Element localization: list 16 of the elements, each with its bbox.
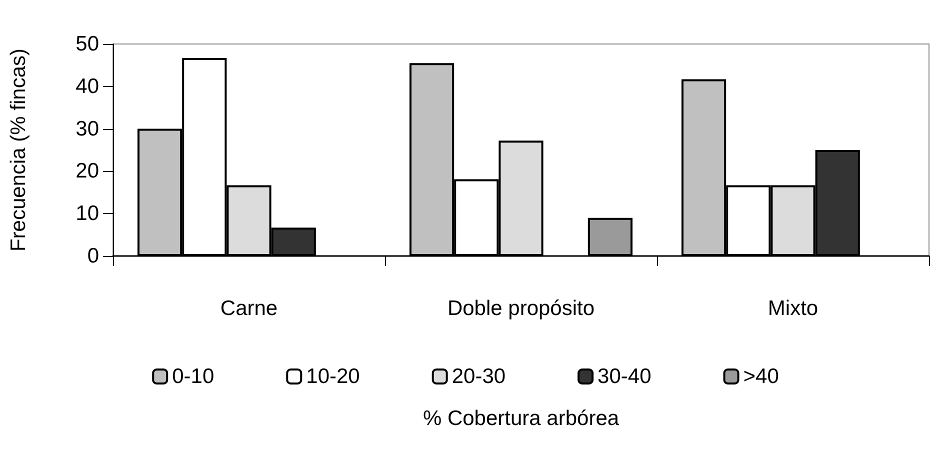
y-tick-label: 30 <box>76 117 99 140</box>
y-tick-label: 0 <box>87 244 99 268</box>
y-tick-label: 10 <box>76 202 99 226</box>
x-tick-label: Doble propósito <box>447 297 595 320</box>
legend-label: 20-30 <box>452 365 506 388</box>
x-tick-label: Mixto <box>768 297 818 320</box>
y-tick-label: 50 <box>76 32 99 56</box>
legend-label: 10-20 <box>306 365 360 388</box>
y-tick-label: 40 <box>76 74 99 98</box>
legend-label: 30-40 <box>598 365 652 388</box>
y-axis-title: Frecuencia (% fincas) <box>7 48 30 252</box>
x-tick-label: Carne <box>220 297 278 320</box>
y-tick-label: 20 <box>76 160 99 183</box>
legend-label: 0-10 <box>172 365 214 388</box>
legend-label: >40 <box>743 365 779 388</box>
x-axis-title: % Cobertura arbórea <box>422 407 620 430</box>
